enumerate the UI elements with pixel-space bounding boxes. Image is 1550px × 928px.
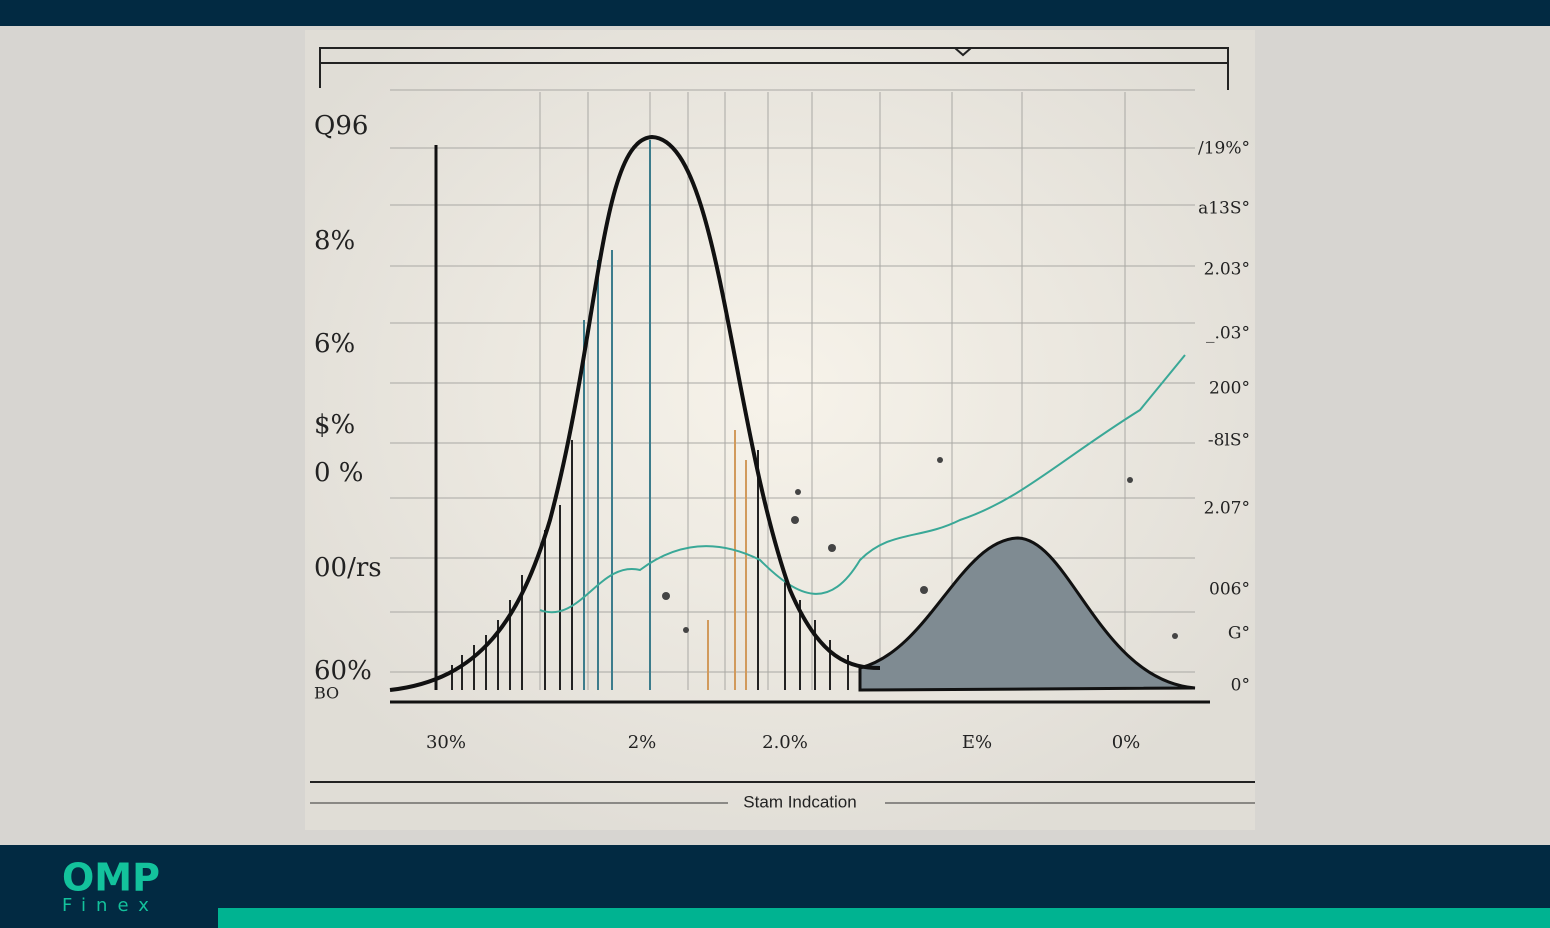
right-label: 2.03° (1204, 260, 1250, 280)
bottom-label: 30% (426, 732, 466, 753)
right-label: _.03° (1206, 324, 1250, 344)
bottom-label: 2.0% (762, 732, 808, 753)
scatter-dots (662, 457, 1178, 639)
frame (319, 47, 1229, 90)
bars (451, 140, 913, 690)
left-label: 6% (314, 329, 355, 359)
right-label: -8lS° (1208, 431, 1250, 451)
left-label: 8% (314, 226, 355, 256)
left-label: $% (314, 410, 355, 440)
brand-name: OMP (62, 856, 160, 900)
trend-line (539, 354, 1186, 614)
second-peak (858, 536, 1196, 692)
right-label: /19%° (1198, 139, 1250, 159)
bottom-label: 2% (628, 732, 657, 753)
right-label: G° (1228, 624, 1250, 644)
left-label: BO (314, 684, 339, 703)
right-label: 200° (1209, 379, 1250, 399)
right-label: 006° (1209, 580, 1250, 600)
bell-curve (389, 134, 881, 692)
left-label: 60% (314, 656, 372, 686)
left-label: 0 % (314, 458, 364, 488)
caption: Stam Indcation (743, 792, 856, 811)
footer-accent (218, 908, 1550, 928)
right-label: 2.07° (1204, 499, 1250, 519)
labels: Q96 8% 6% $% 0 % 00/rs 60%BO/19%° a13S° 2.03° _.0… (314, 111, 1250, 753)
left-label: 00/rs (314, 553, 382, 583)
bottom-label: 0% (1112, 732, 1141, 753)
right-label: a13S° (1198, 199, 1250, 219)
brand-tagline: Finex (62, 895, 159, 916)
right-label: 0° (1231, 676, 1250, 696)
top-bar (0, 0, 1550, 26)
illustration-panel (305, 30, 1255, 830)
left-label: Q96 (314, 111, 368, 141)
bottom-label: E% (962, 732, 992, 753)
